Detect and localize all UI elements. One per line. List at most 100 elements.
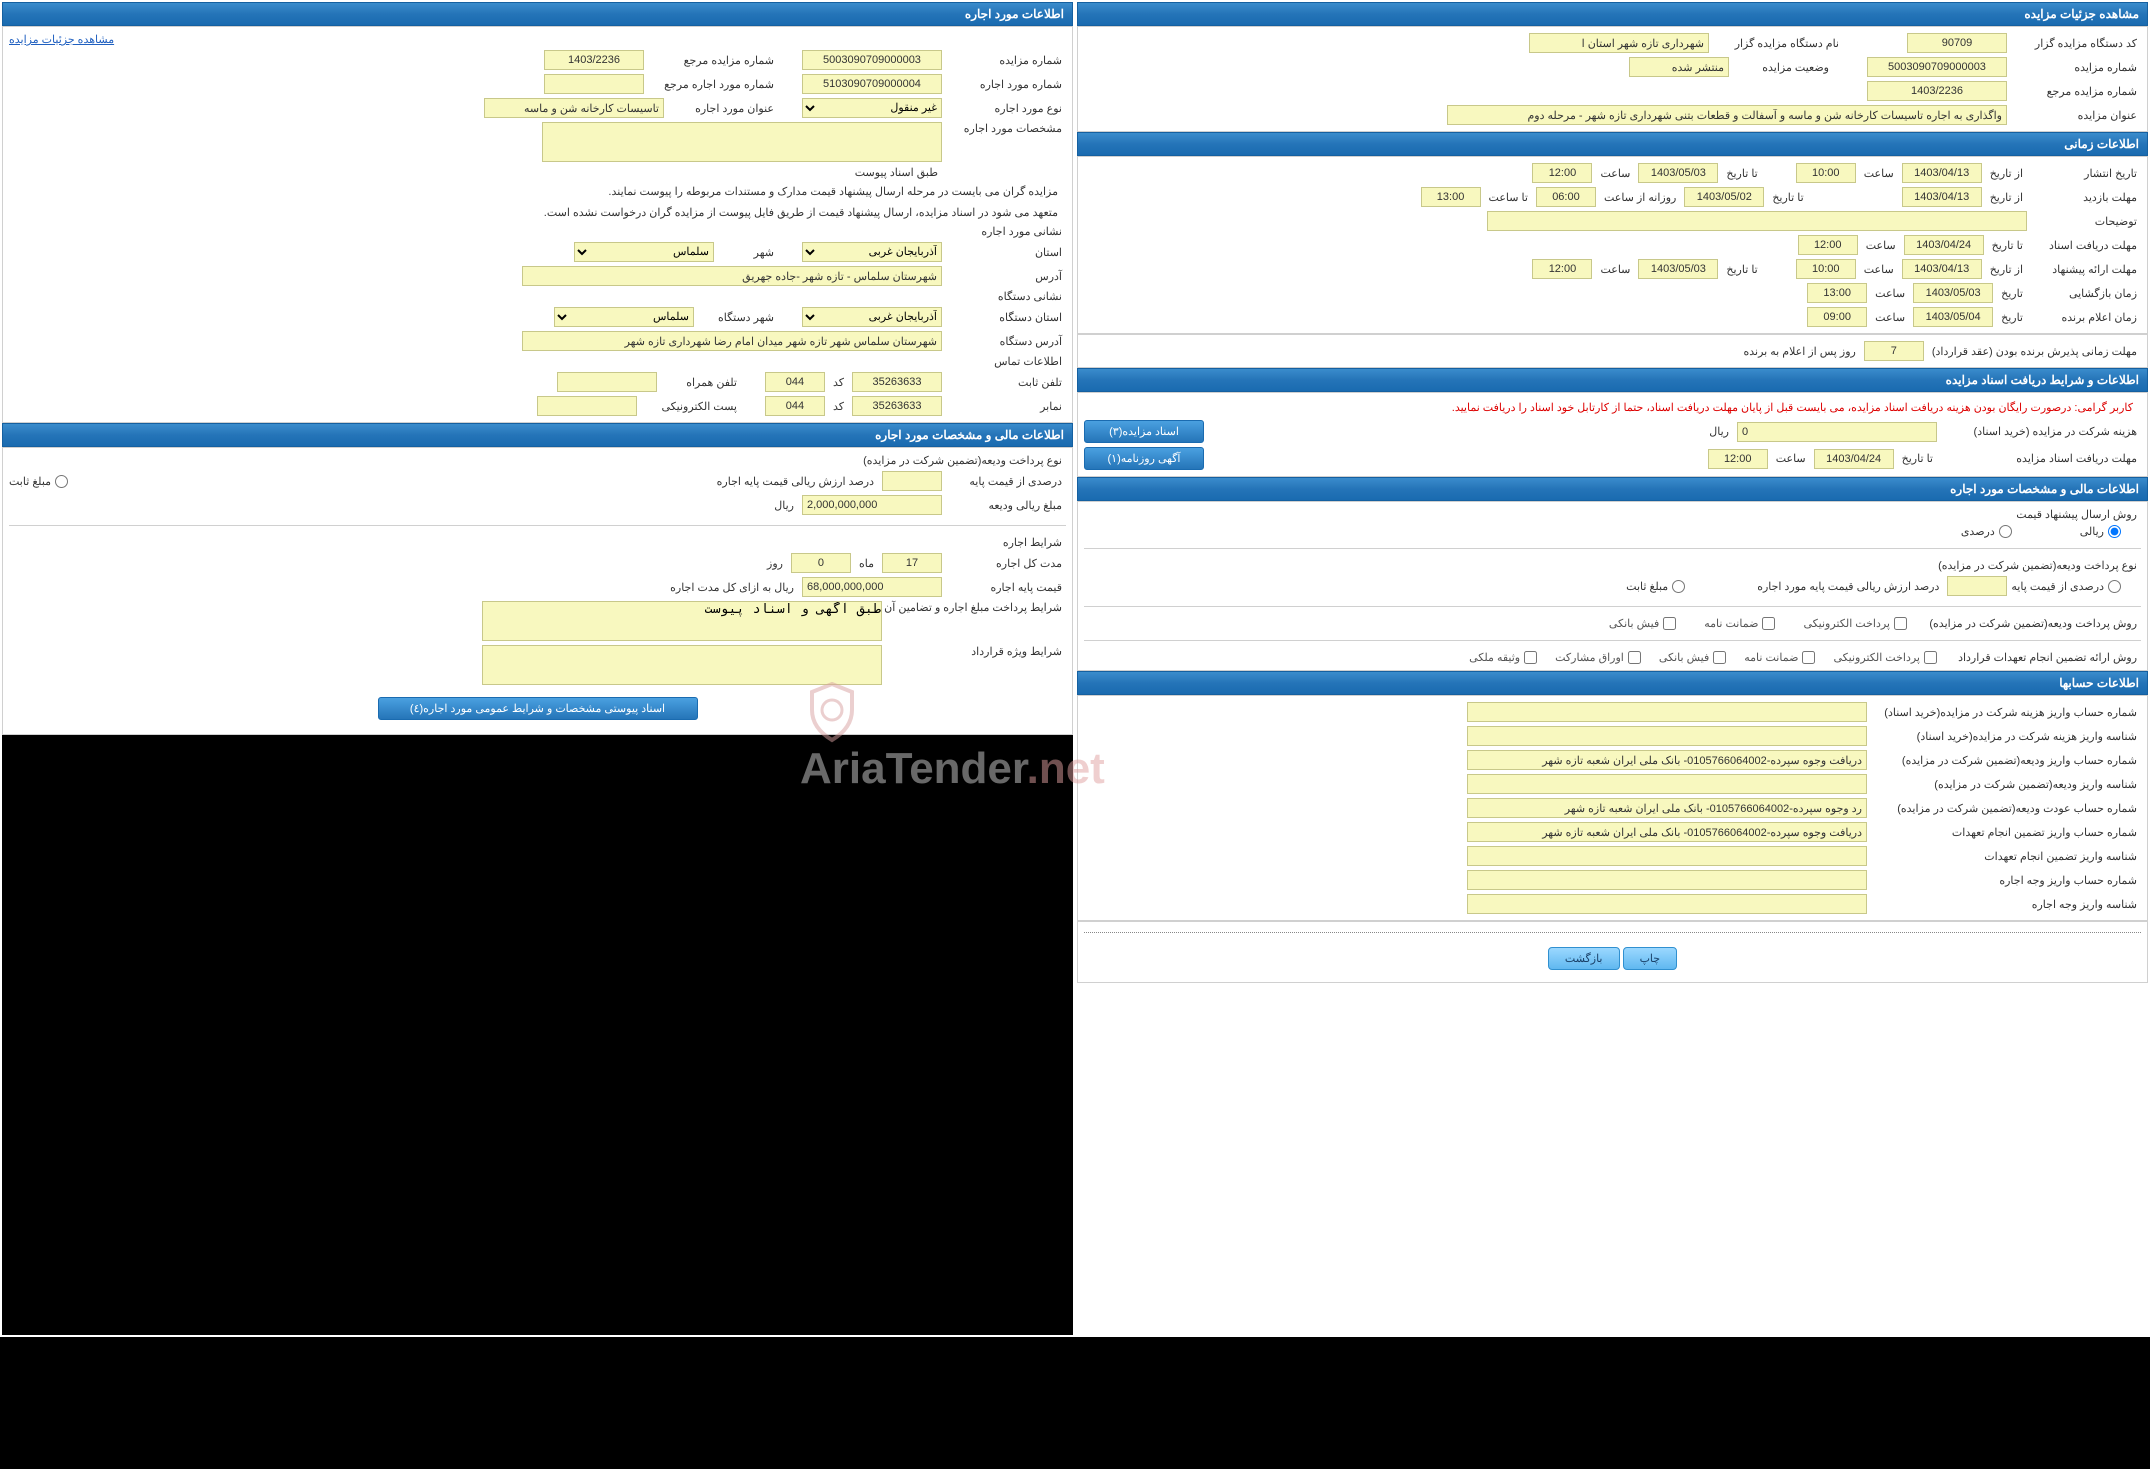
check-elec-pay[interactable] (1894, 617, 1907, 630)
field-acc-5[interactable] (1467, 798, 1867, 818)
label-auction-title: عنوان مزایده (2011, 109, 2141, 122)
field-offer-from-date[interactable] (1902, 259, 1982, 279)
field-l-auction-num[interactable] (802, 50, 942, 70)
field-pub-to-date[interactable] (1638, 163, 1718, 183)
field-pct-base[interactable] (1947, 576, 2007, 596)
radio-fixed-amt[interactable] (1672, 580, 1685, 593)
select-dev-shahr[interactable]: سلماس (554, 307, 694, 327)
field-pub-from-hour[interactable] (1796, 163, 1856, 183)
label-deposit-type-l: نوع پرداخت ودیعه(تضمین شرکت در مزایده) (859, 454, 1066, 467)
check-elec-pay-2[interactable] (1924, 651, 1937, 664)
section-finance-l: اطلاعات مالی و مشخصات مورد اجاره (2, 423, 1073, 447)
field-doc-deadline-date[interactable] (1814, 449, 1894, 469)
field-acc-3[interactable] (1467, 750, 1867, 770)
field-visit-from-hour[interactable] (1536, 187, 1596, 207)
field-acc-1[interactable] (1467, 702, 1867, 722)
field-days[interactable] (791, 553, 851, 573)
field-open-date[interactable] (1913, 283, 1993, 303)
field-pub-to-hour[interactable] (1532, 163, 1592, 183)
field-mobile[interactable] (557, 372, 657, 392)
field-acc-6[interactable] (1467, 822, 1867, 842)
field-acc-8[interactable] (1467, 870, 1867, 890)
check-vasighe[interactable] (1524, 651, 1537, 664)
radio-darsadi[interactable] (1999, 525, 2012, 538)
field-riyali-amt[interactable] (802, 495, 942, 515)
label-shahr: شهر (718, 246, 778, 259)
field-subj-num[interactable] (802, 74, 942, 94)
field-participation-cost[interactable] (1737, 422, 1937, 442)
field-auction-title[interactable] (1447, 105, 2007, 125)
auction-docs-button[interactable]: اسناد مزایده(۳) (1084, 420, 1204, 443)
check-oragh[interactable] (1628, 651, 1641, 664)
field-special-cond[interactable] (482, 645, 882, 685)
field-device-name[interactable] (1529, 33, 1709, 53)
check-fish[interactable] (1663, 617, 1676, 630)
label-spec: مشخصات مورد اجاره (946, 122, 1066, 135)
field-accept-days[interactable] (1864, 341, 1924, 361)
select-dev-ostan[interactable]: آذربایجان غربی (802, 307, 942, 327)
label-hour-7: ساعت (1871, 311, 1909, 324)
select-lease-type[interactable]: غیر منقول (802, 98, 942, 118)
field-lease-title[interactable] (484, 98, 664, 118)
field-ref-number[interactable] (1867, 81, 2007, 101)
field-code[interactable] (765, 372, 825, 392)
field-subj-ref[interactable] (544, 74, 644, 94)
check-zamanat[interactable] (1762, 617, 1775, 630)
field-offer-from-hour[interactable] (1796, 259, 1856, 279)
label-offer-method: روش ارسال پیشنهاد قیمت (2012, 508, 2141, 521)
field-base-price[interactable] (802, 577, 942, 597)
field-spec[interactable] (542, 122, 942, 162)
radio-riyali[interactable] (2108, 525, 2121, 538)
check-zamanat-2[interactable] (1802, 651, 1815, 664)
field-fax-code[interactable] (765, 396, 825, 416)
label-fixed-amt: مبلغ ثابت (1626, 580, 1668, 593)
field-fax[interactable] (852, 396, 942, 416)
field-acc-9[interactable] (1467, 894, 1867, 914)
field-pct-l[interactable] (882, 471, 942, 491)
field-offer-to-date[interactable] (1638, 259, 1718, 279)
field-auction-status[interactable] (1629, 57, 1729, 77)
label-deposit-type: نوع پرداخت ودیعه(تضمین شرکت در مزایده) (1934, 559, 2141, 572)
field-phone[interactable] (852, 372, 942, 392)
field-visit-from-date[interactable] (1902, 187, 1982, 207)
field-l-ref[interactable] (544, 50, 644, 70)
label-pct-suffix: درصد ارزش ریالی قیمت پایه مورد اجاره (1753, 580, 1943, 593)
field-doc-to-date[interactable] (1904, 235, 1984, 255)
field-pay-cond[interactable] (482, 601, 882, 641)
field-visit-to-date[interactable] (1684, 187, 1764, 207)
field-open-hour[interactable] (1807, 283, 1867, 303)
label-phone: تلفن ثابت (946, 376, 1066, 389)
field-winner-hour[interactable] (1807, 307, 1867, 327)
label-l-auction-num: شماره مزایده (946, 54, 1066, 67)
field-acc-2[interactable] (1467, 726, 1867, 746)
radio-fixed-l[interactable] (55, 475, 68, 488)
field-auction-number[interactable] (1867, 57, 2007, 77)
field-adres[interactable] (522, 266, 942, 286)
field-device-code[interactable] (1907, 33, 2007, 53)
radio-pct-base[interactable] (2108, 580, 2121, 593)
check-fish-2[interactable] (1713, 651, 1726, 664)
print-button[interactable]: چاپ (1623, 947, 1678, 970)
field-acc-4[interactable] (1467, 774, 1867, 794)
details-link[interactable]: مشاهده جزئیات مزایده (9, 33, 114, 46)
label-pay-cond: شرایط پرداخت مبلغ اجاره و تضامین آن (886, 601, 1066, 614)
field-months[interactable] (882, 553, 942, 573)
field-dev-adres[interactable] (522, 331, 942, 351)
field-doc-to-hour[interactable] (1798, 235, 1858, 255)
select-shahr[interactable]: سلماس (574, 242, 714, 262)
field-winner-date[interactable] (1913, 307, 1993, 327)
field-acc-7[interactable] (1467, 846, 1867, 866)
label-cond-header: شرایط اجاره (999, 536, 1066, 549)
attachment-docs-button[interactable]: اسناد پیوستی مشخصات و شرایط عمومی مورد ا… (378, 697, 698, 720)
section-doc-conditions: اطلاعات و شرایط دریافت اسناد مزایده (1077, 368, 2148, 392)
field-desc[interactable] (1487, 211, 2027, 231)
label-auction-number: شماره مزایده (2011, 61, 2141, 74)
field-pub-from-date[interactable] (1902, 163, 1982, 183)
newspaper-ad-button[interactable]: آگهی روزنامه(۱) (1084, 447, 1204, 470)
field-doc-deadline-hour[interactable] (1708, 449, 1768, 469)
back-button[interactable]: بازگشت (1548, 947, 1620, 970)
field-visit-to-hour[interactable] (1421, 187, 1481, 207)
select-ostan[interactable]: آذربایجان غربی (802, 242, 942, 262)
field-offer-to-hour[interactable] (1532, 259, 1592, 279)
field-email[interactable] (537, 396, 637, 416)
